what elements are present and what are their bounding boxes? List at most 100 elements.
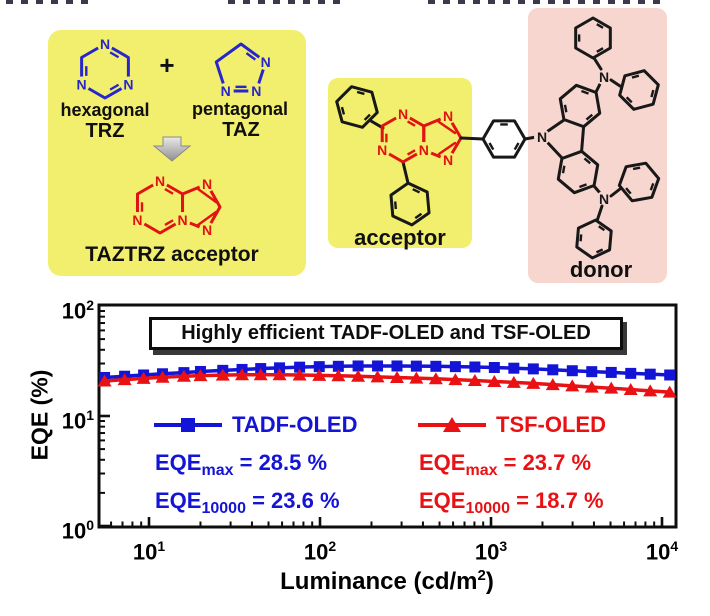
bond: [437, 141, 457, 156]
data-point-triangle: [235, 368, 250, 381]
chart-title: Highly efficient TADF-OLED and TSF-OLED: [149, 317, 623, 350]
bond: [546, 118, 566, 133]
nitrogen-atom-label: N: [202, 222, 212, 238]
double-bond: [595, 248, 604, 254]
double-bond: [363, 113, 371, 121]
double-bond: [625, 187, 632, 195]
atom-halo: [199, 176, 215, 192]
double-bond: [164, 188, 174, 195]
data-point-triangle: [117, 373, 132, 386]
nitrogen-atom-label: N: [443, 108, 453, 124]
atom-halo: [120, 76, 137, 93]
acceptor-label: acceptor: [354, 225, 446, 250]
tadf-eqe-10000-annotation: EQE10000 = 23.6 %: [155, 488, 340, 517]
data-point-square: [508, 362, 520, 374]
y-tick-label-100: 102: [61, 297, 94, 324]
ring-bond: [80, 42, 130, 100]
double-bond: [579, 183, 587, 189]
double-bond: [164, 219, 174, 226]
data-point-triangle: [253, 368, 268, 381]
data-point-triangle: [584, 380, 599, 393]
nitrogen-atom-label: N: [599, 69, 609, 85]
chart-title-text: Highly efficient TADF-OLED and TSF-OLED: [181, 322, 591, 344]
double-bond: [632, 166, 641, 171]
data-point-triangle: [389, 370, 404, 383]
atom-halo: [395, 106, 411, 122]
double-bond: [625, 96, 633, 104]
reactant1-name-label: hexagonal: [60, 100, 150, 120]
data-point-triangle: [215, 368, 230, 381]
bond: [546, 141, 564, 160]
data-point-triangle: [272, 368, 287, 381]
ring-bond: [618, 69, 660, 111]
ring-bond: [617, 161, 661, 203]
atom-halo: [534, 129, 550, 145]
atom-halo: [217, 83, 234, 100]
data-point-triangle: [193, 369, 208, 382]
legend-tsf-label: TSF-OLED: [496, 412, 606, 437]
atom-halo: [596, 191, 612, 207]
series-line-TSF-OLED: [104, 373, 670, 394]
nitrogen-atom-label: N: [398, 106, 408, 122]
data-point-square: [469, 361, 481, 373]
ring-bond: [335, 85, 379, 129]
data-point-square: [625, 367, 637, 379]
bond: [609, 78, 622, 88]
reactant2-name-label: pentagonal: [191, 99, 289, 119]
y-tick-label-1: 100: [61, 517, 94, 544]
bond: [196, 187, 218, 204]
atom-halo: [257, 53, 274, 70]
atom-halo: [440, 108, 456, 124]
data-point-square: [605, 366, 617, 378]
data-point-triangle: [312, 368, 327, 381]
double-bond: [340, 106, 346, 115]
data-point-triangle: [467, 374, 482, 387]
atom-halo: [129, 212, 146, 228]
bond: [592, 56, 603, 71]
data-point-square: [313, 361, 325, 373]
data-point-triangle: [370, 370, 385, 383]
data-point-square: [372, 360, 384, 372]
plus-sign: +: [159, 50, 175, 80]
data-point-square: [449, 361, 461, 373]
data-point-triangle: [487, 374, 502, 387]
data-point-triangle: [662, 385, 677, 398]
data-point-square: [294, 361, 306, 373]
nitrogen-atom-label: N: [261, 54, 271, 70]
double-bond: [109, 51, 120, 59]
reactant1-abbr-label: TRZ: [85, 120, 125, 142]
atom-halo: [440, 152, 456, 168]
ring-bond: [575, 218, 613, 260]
bond: [401, 160, 410, 185]
bond: [609, 187, 622, 198]
data-point-triangle: [176, 369, 191, 382]
donor-label: donor: [569, 257, 633, 282]
clipped-text-remnant: [428, 0, 660, 4]
data-point-square: [488, 362, 500, 373]
data-point-triangle: [428, 372, 443, 385]
nitrogen-atom-label: N: [419, 142, 429, 158]
tadf-eqe-max-annotation: EQEmax = 28.5 %: [155, 450, 328, 479]
double-bond: [650, 89, 655, 98]
nitrogen-atom-label: N: [177, 212, 187, 228]
atom-halo: [248, 83, 265, 100]
data-point-triangle: [331, 369, 346, 382]
data-point-triangle: [136, 371, 151, 384]
data-point-triangle: [643, 384, 658, 397]
data-point-square: [664, 369, 676, 381]
legend-tsf-oled: TSF-OLED: [416, 412, 606, 438]
clipped-text-remnant: [228, 0, 340, 4]
bond: [592, 184, 602, 195]
double-bond: [488, 142, 495, 151]
atom-halo: [97, 36, 113, 52]
bond: [595, 204, 604, 223]
data-point-square: [527, 363, 539, 375]
atom-halo: [374, 142, 391, 158]
data-point-square: [586, 366, 598, 378]
x-tick-label-10000: 104: [645, 538, 679, 565]
atom-halo: [73, 76, 90, 93]
clipped-text-remnant: [6, 0, 94, 4]
double-bond: [598, 225, 606, 232]
data-point-square: [644, 368, 656, 380]
